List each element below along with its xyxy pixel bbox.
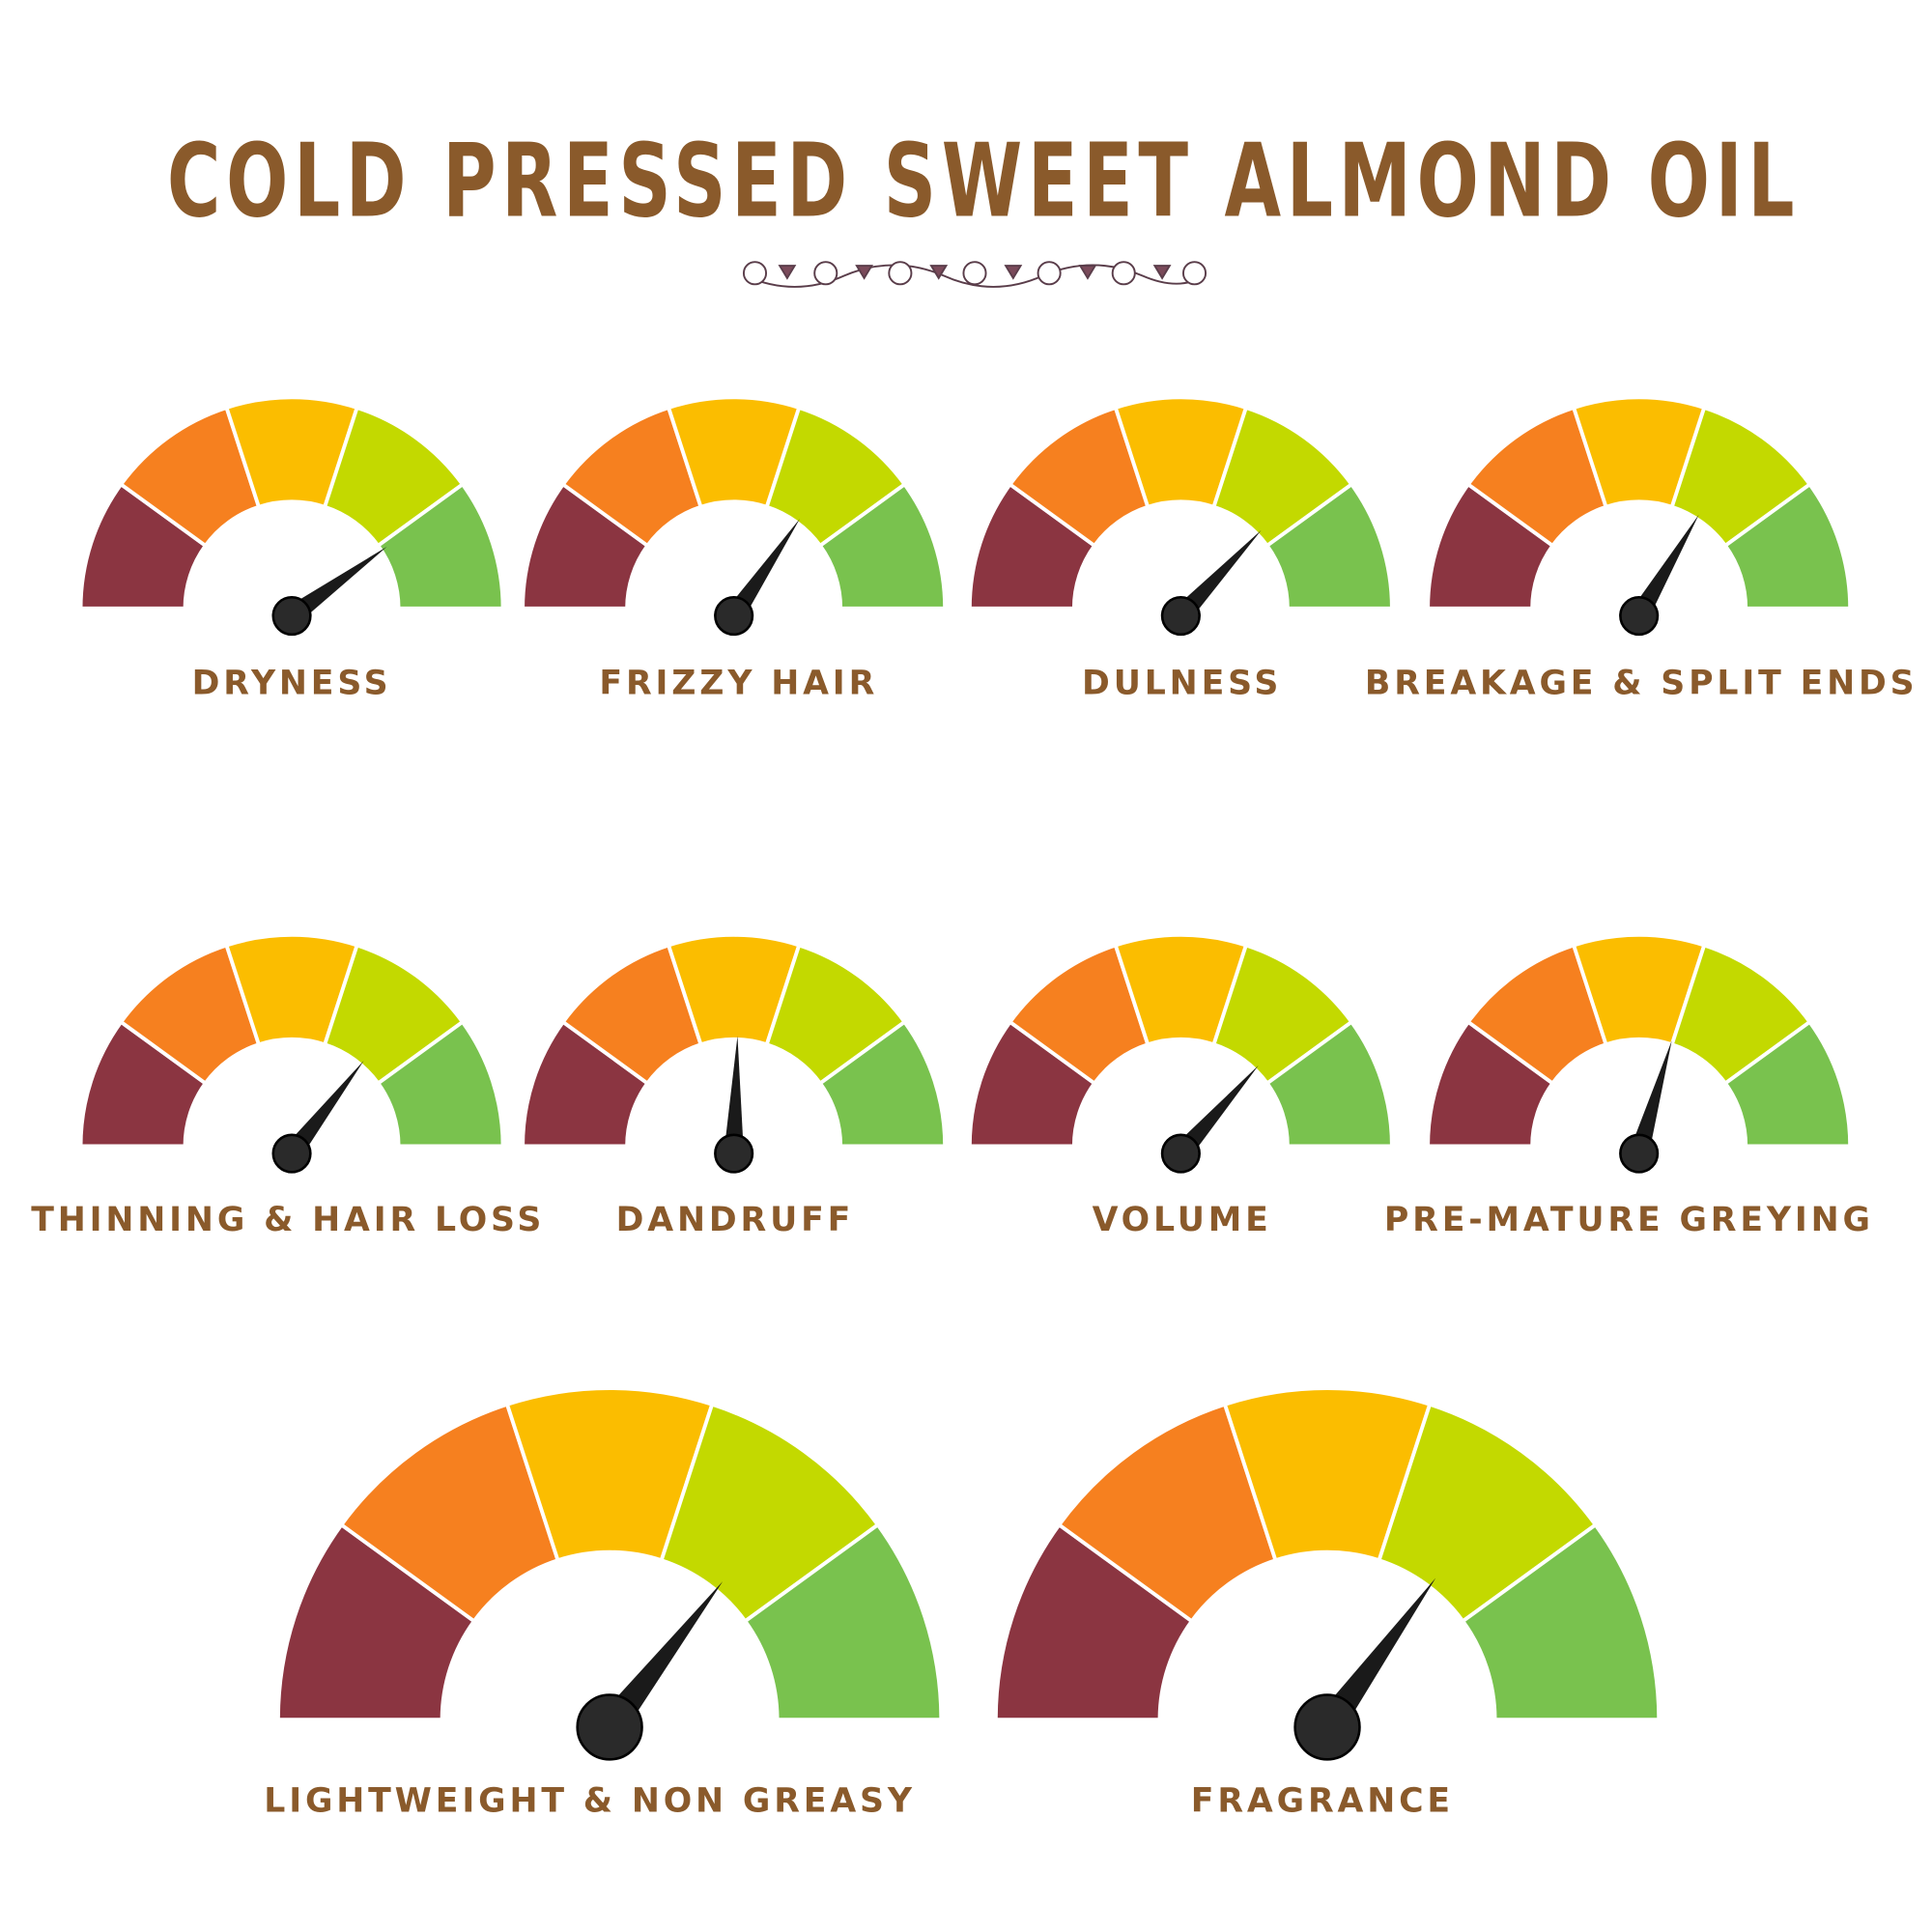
gauge: FRIZZY HAIR: [521, 395, 948, 703]
needle-pointer: [597, 1581, 724, 1737]
needle-pointer: [1315, 1577, 1436, 1736]
gauge-segment: [375, 481, 505, 611]
needle-pointer: [1630, 514, 1699, 621]
gauge: THINNING & HAIR LOSS: [31, 932, 545, 1239]
gauge-label: PRE-MATURE GREYING: [1384, 1201, 1874, 1239]
needle: [271, 1061, 364, 1174]
gauge-label: BREAKAGE & SPLIT ENDS: [1365, 665, 1918, 703]
gauge-label: DRYNESS: [192, 665, 392, 703]
needle-pointer: [283, 1061, 364, 1160]
needle-hub: [576, 1693, 643, 1761]
needle: [1619, 514, 1699, 637]
needle-hub: [1293, 1693, 1361, 1761]
needle: [1619, 1040, 1672, 1174]
gauge: PRE-MATURE GREYING: [1384, 932, 1874, 1239]
gauge-segment: [1722, 481, 1853, 611]
gauge: VOLUME: [967, 932, 1394, 1239]
needle-hub: [1619, 1133, 1660, 1174]
gauge-label: THINNING & HAIR LOSS: [31, 1201, 545, 1239]
gauge: LIGHTWEIGHT & NON GREASY: [264, 1386, 944, 1820]
needle: [576, 1581, 724, 1761]
needle-hub: [271, 1133, 312, 1174]
needle-hub: [1160, 1133, 1201, 1174]
needle-pointer: [1629, 1040, 1672, 1156]
gauge-segment: [817, 1019, 948, 1149]
gauge-segment: [1460, 1521, 1662, 1722]
needle-hub: [1619, 595, 1660, 637]
title: COLD PRESSED SWEET ALMOND OIL: [167, 122, 1800, 241]
gauge: FRAGRANCE: [993, 1386, 1662, 1820]
gauge-label: DANDRUFF: [616, 1201, 855, 1239]
gauge-segment: [375, 1019, 505, 1149]
gauge-label: FRIZZY HAIR: [599, 665, 878, 703]
needle-hub: [714, 595, 754, 637]
needle: [714, 518, 800, 637]
gauge-segment: [1264, 481, 1394, 611]
needle: [1160, 529, 1262, 637]
gauge-segment: [742, 1521, 944, 1722]
gauge-label: VOLUME: [1093, 1201, 1272, 1239]
needle: [271, 547, 387, 637]
needle-pointer: [1173, 529, 1262, 623]
gauge: DANDRUFF: [521, 932, 948, 1239]
needle-hub: [271, 595, 312, 637]
needle-pointer: [1173, 1065, 1259, 1160]
needle-pointer: [286, 547, 387, 624]
needle-hub: [714, 1133, 754, 1174]
needle: [1160, 1065, 1259, 1174]
gauge-segment: [817, 481, 948, 611]
needle: [714, 1036, 754, 1174]
needle-pointer: [724, 1036, 744, 1154]
needle: [1293, 1577, 1436, 1761]
gauge-segment: [1264, 1019, 1394, 1149]
ornament: [742, 261, 1208, 288]
gauge-label: DULNESS: [1082, 665, 1282, 703]
gauge-segment: [1722, 1019, 1853, 1149]
gauge-label: FRAGRANCE: [1191, 1781, 1454, 1820]
gauge: DULNESS: [967, 395, 1394, 703]
needle-pointer: [725, 518, 800, 622]
needle-hub: [1160, 595, 1201, 637]
gauge: DRYNESS: [78, 395, 505, 703]
gauge: BREAKAGE & SPLIT ENDS: [1365, 395, 1918, 703]
gauge-label: LIGHTWEIGHT & NON GREASY: [264, 1781, 916, 1820]
